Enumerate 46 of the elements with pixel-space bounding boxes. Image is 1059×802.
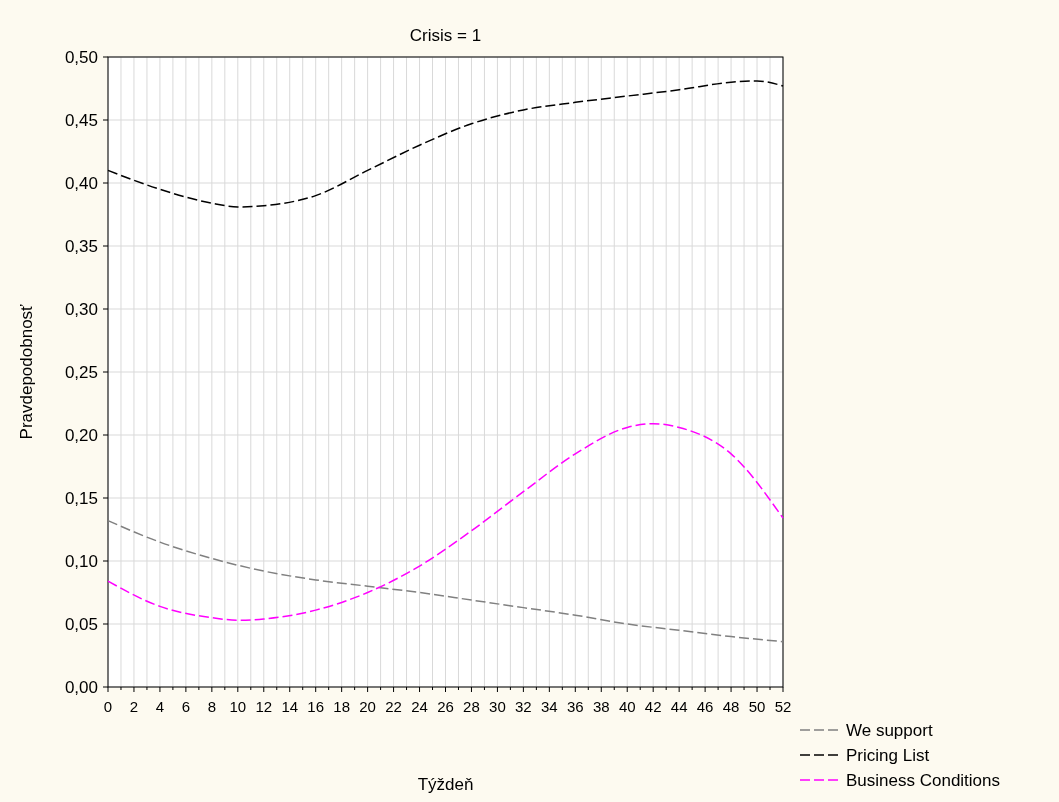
y-axis-title: Pravdepodobnosť [17, 303, 36, 440]
x-tick-label: 24 [411, 698, 428, 715]
legend-label: We support [846, 720, 933, 740]
legend-label: Pricing List [846, 745, 930, 765]
x-tick-label: 34 [541, 698, 558, 715]
y-tick-label: 0,35 [64, 236, 98, 256]
y-tick-label: 0,20 [64, 425, 98, 445]
y-tick-label: 0,15 [64, 488, 98, 508]
y-tick-label: 0,45 [64, 110, 98, 130]
x-tick-label: 32 [515, 698, 532, 715]
y-tick-label: 0,50 [64, 47, 98, 67]
x-tick-label: 4 [155, 698, 165, 715]
x-tick-label: 26 [437, 698, 454, 715]
x-tick-label: 8 [207, 698, 217, 715]
y-tick-label: 0,00 [64, 677, 98, 697]
x-tick-label: 10 [229, 698, 247, 715]
x-tick-label: 6 [181, 698, 191, 715]
x-tick-label: 36 [566, 698, 584, 715]
x-tick-label: 12 [255, 698, 273, 715]
y-tick-label: 0,40 [64, 173, 98, 193]
x-tick-label: 52 [774, 698, 792, 715]
x-tick-label: 2 [129, 698, 139, 715]
x-tick-label: 30 [489, 698, 506, 715]
y-tick-label: 0,10 [64, 551, 98, 571]
x-tick-label: 50 [748, 698, 766, 715]
x-tick-label: 0 [103, 698, 113, 715]
x-tick-label: 18 [333, 698, 350, 715]
y-tick-label: 0,05 [64, 614, 98, 634]
y-tick-label: 0,30 [64, 299, 98, 319]
legend-label: Business Conditions [846, 770, 1001, 790]
x-tick-label: 38 [592, 698, 610, 715]
x-tick-label: 20 [359, 698, 376, 715]
line-series [107, 519, 784, 643]
line-series [107, 422, 784, 621]
x-axis-title: Týždeň [417, 775, 474, 794]
x-tick-label: 16 [307, 698, 325, 715]
x-tick-label: 14 [281, 698, 299, 715]
x-tick-label: 40 [618, 698, 636, 715]
x-tick-label: 44 [670, 698, 688, 715]
chart-title: Crisis = 1 [409, 26, 482, 45]
x-tick-label: 42 [644, 698, 662, 715]
x-tick-label: 46 [696, 698, 714, 715]
x-tick-label: 22 [385, 698, 402, 715]
x-tick-label: 48 [722, 698, 740, 715]
y-tick-label: 0,25 [64, 362, 98, 382]
x-tick-label: 28 [463, 698, 480, 715]
